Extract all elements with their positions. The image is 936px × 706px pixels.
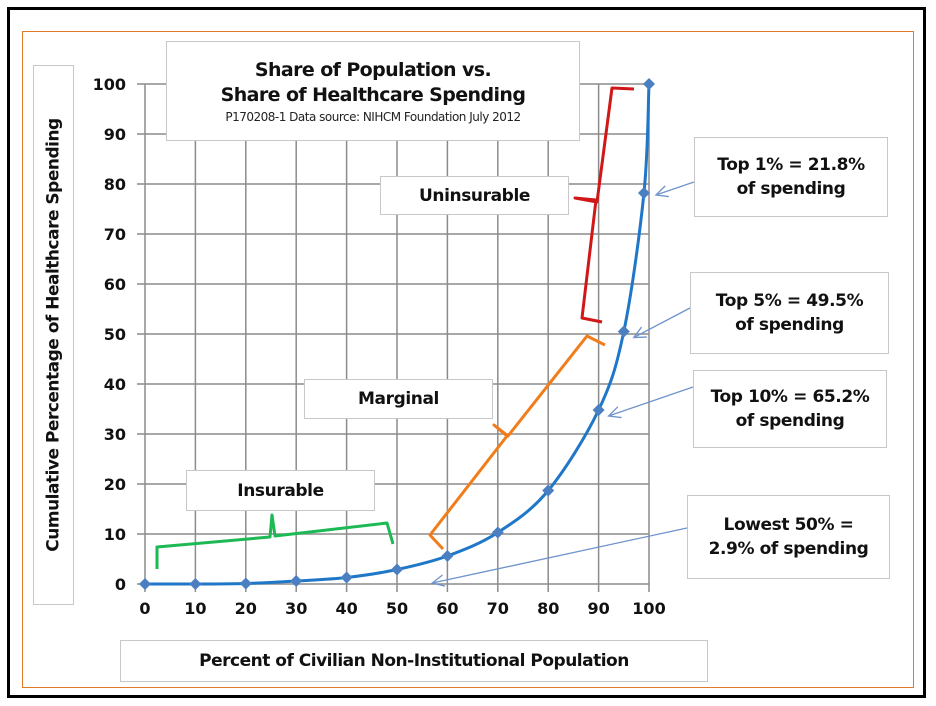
uninsurable-bracket: [573, 86, 635, 324]
annotation-arrow-head-icon: [654, 185, 669, 198]
y-tick-label: 50: [104, 325, 126, 344]
outer-frame: [7, 7, 926, 698]
annotation-line1: Top 1% = 21.8%: [717, 155, 865, 175]
annotation-top-1: Top 1% = 21.8% of spending: [694, 137, 888, 217]
insurable-bracket: [155, 513, 395, 569]
y-tick-label: 20: [104, 475, 126, 494]
annotation-arrow-line: [655, 181, 695, 196]
annotation-lowest-50: Lowest 50% = 2.9% of spending: [687, 495, 890, 579]
data-point: [139, 578, 151, 590]
y-tick-label: 10: [104, 525, 126, 544]
y-tick-label: 70: [104, 225, 126, 244]
data-point: [340, 571, 353, 584]
insurable-label: Insurable: [186, 470, 375, 511]
data-point: [592, 404, 605, 416]
data-point: [239, 577, 252, 590]
y-tick-label: 0: [115, 575, 126, 594]
data-point: [617, 325, 630, 338]
annotation-arrow-head-icon: [430, 574, 446, 587]
data-point: [290, 575, 303, 587]
x-tick-label: 0: [139, 599, 150, 618]
annotation-line2: 2.9% of spending: [708, 539, 869, 559]
y-axis-label: Cumulative Percentage of Healthcare Spen…: [43, 118, 64, 552]
y-axis-label-box: Cumulative Percentage of Healthcare Spen…: [33, 65, 74, 605]
series-layer: [139, 78, 655, 590]
x-tick-label: 60: [436, 599, 458, 618]
data-point: [189, 578, 202, 590]
y-tick-label: 60: [104, 275, 126, 294]
marginal-bracket: [428, 334, 606, 551]
x-tick-label: 90: [587, 599, 609, 618]
data-point: [391, 563, 403, 576]
annotation-arrow-head-icon: [607, 406, 622, 419]
annotation-arrow-line: [608, 386, 694, 417]
annotation-line2: of spending: [736, 179, 846, 199]
inner-frame: [22, 31, 914, 688]
y-tick-label: 30: [104, 425, 126, 444]
region-brackets: [155, 86, 635, 569]
chart-title-box: Share of Population vs. Share of Healthc…: [166, 41, 580, 141]
chart-title-line2: Share of Healthcare Spending: [220, 84, 526, 106]
chart-subtitle: P170208-1 Data source: NIHCM Foundation …: [225, 110, 521, 124]
annotation-arrow-head-icon: [632, 326, 647, 339]
x-tick-label: 80: [537, 599, 559, 618]
chart-title: Share of Population vs.: [254, 59, 492, 81]
x-tick-label: 50: [386, 599, 408, 618]
data-point: [643, 78, 655, 90]
marginal-label: Marginal: [304, 379, 493, 419]
tick-labels: 0 10 20 30 40 50 60 70 80 90 100 0 10 20 30 40 50 60 70 80 9…: [93, 75, 666, 618]
y-tick-label: 100: [93, 75, 126, 94]
x-tick-label: 30: [285, 599, 307, 618]
data-point: [491, 526, 504, 539]
uninsurable-label: Uninsurable: [380, 176, 569, 215]
annotation-line2: of spending: [735, 315, 844, 335]
x-axis-label: Percent of Civilian Non-Institutional Po…: [120, 640, 708, 682]
x-tick-label: 10: [184, 599, 206, 618]
annotation-line2: of spending: [735, 411, 845, 431]
annotation-arrow-line: [633, 307, 691, 339]
x-tick-label: 20: [235, 599, 257, 618]
annotation-arrows: [430, 181, 695, 587]
annotation-arrow-line: [432, 527, 688, 584]
grid: [137, 83, 650, 592]
data-point: [637, 187, 650, 199]
x-tick-label: 100: [632, 599, 665, 618]
y-tick-label: 40: [104, 375, 126, 394]
annotation-line1: Lowest 50% =: [723, 515, 854, 535]
annotation-line1: Top 10% = 65.2%: [710, 387, 870, 407]
x-tick-label: 40: [335, 599, 357, 618]
data-point: [441, 550, 454, 562]
y-tick-label: 80: [104, 175, 126, 194]
y-tick-label: 90: [104, 125, 126, 144]
data-point: [542, 484, 555, 497]
annotation-top-10: Top 10% = 65.2% of spending: [693, 370, 887, 448]
x-tick-label: 70: [487, 599, 509, 618]
annotation-line1: Top 5% = 49.5%: [715, 291, 864, 311]
series-line: [144, 83, 651, 586]
annotation-top-5: Top 5% = 49.5% of spending: [690, 272, 889, 354]
